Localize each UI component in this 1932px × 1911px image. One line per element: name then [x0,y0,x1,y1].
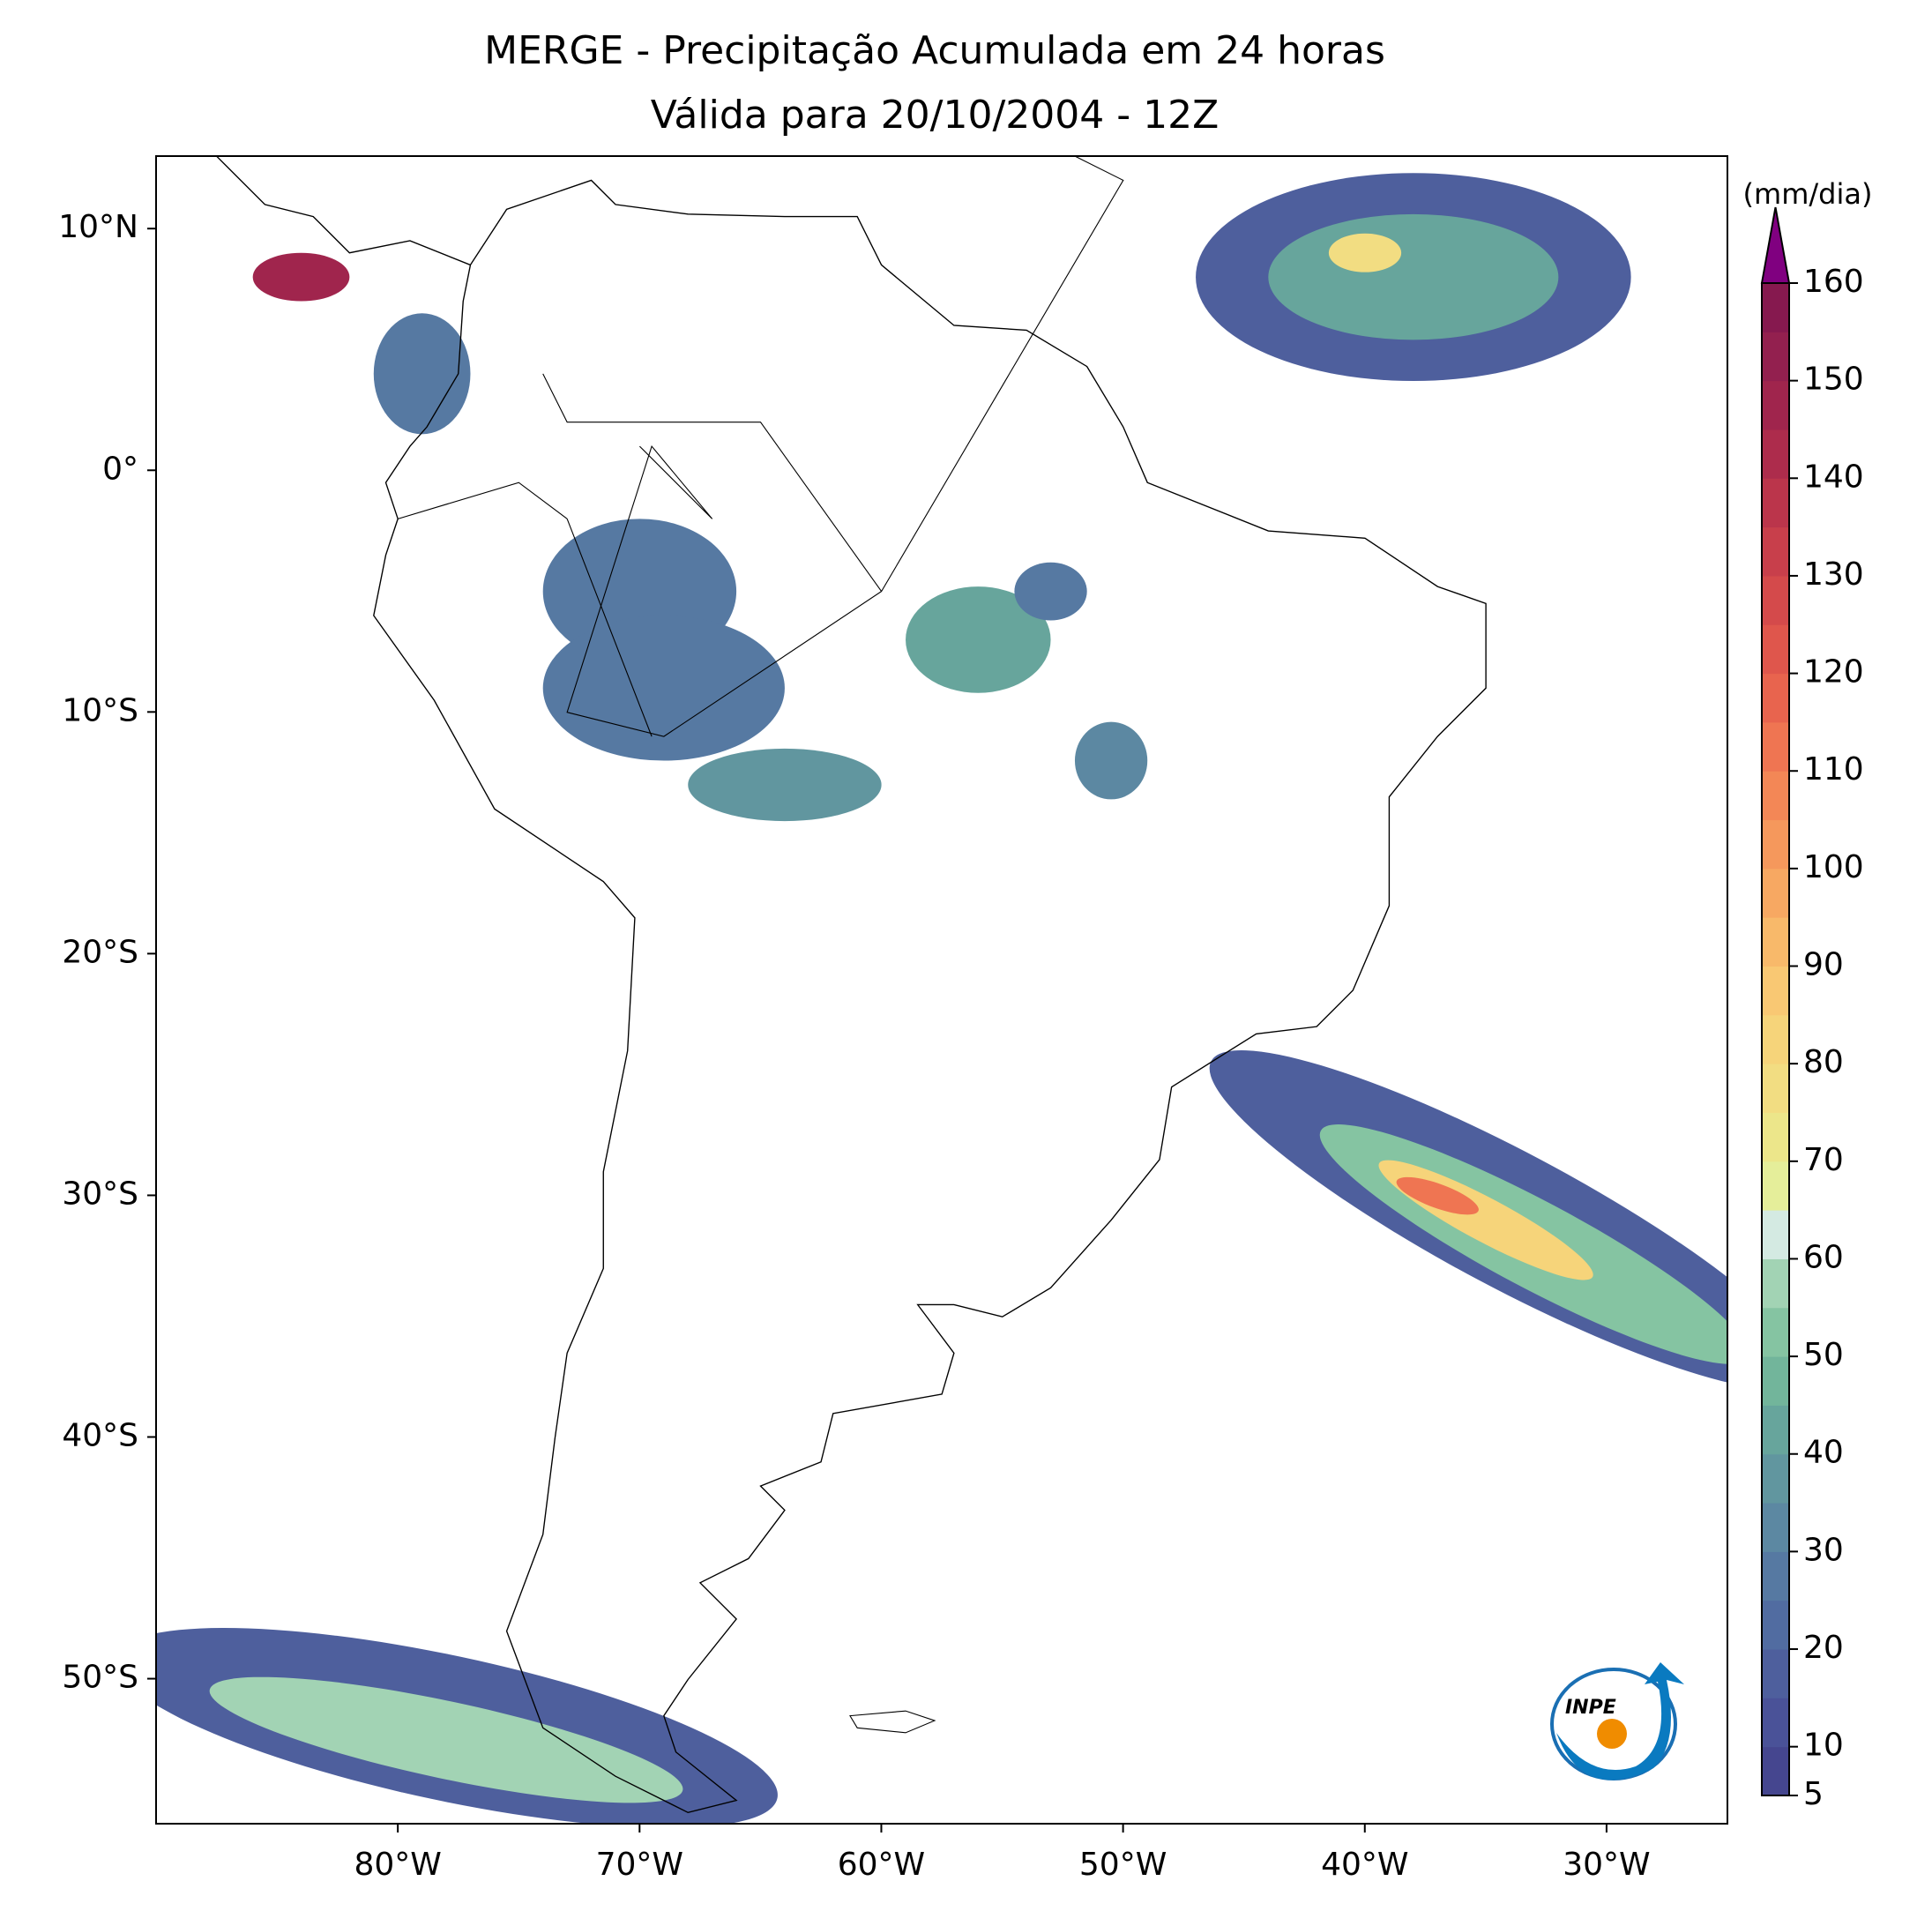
x-tick-label: 40°W [1321,1847,1408,1883]
colorbar-band [1762,1307,1789,1357]
rain-area [1014,562,1087,621]
rain-area [688,748,882,822]
colorbar-tick-label: 110 [1803,751,1864,788]
precipitation [156,173,1727,1824]
colorbar-band [1762,283,1789,332]
colorbar-band [1762,526,1789,577]
colorbar-tick-label: 120 [1803,654,1864,690]
colorbar-tick-label: 40 [1803,1435,1844,1471]
colorbar-band [1762,1210,1789,1259]
rain-area [1268,213,1559,340]
colorbar-band [1762,771,1789,821]
colorbar-band [1762,1551,1789,1601]
colorbar-tick-label: 80 [1803,1044,1844,1080]
colorbar-band [1762,332,1789,382]
colorbar-band [1762,917,1789,967]
colorbar-tick-label: 50 [1803,1337,1844,1373]
x-tick-label: 50°W [1079,1847,1167,1883]
colorbar-band [1762,1453,1789,1504]
rain-area [542,616,785,761]
colorbar-band [1762,478,1789,528]
x-tick-label: 70°W [596,1847,683,1883]
colorbar-band [1762,1600,1789,1650]
colorbar-tick-label: 90 [1803,947,1844,983]
rain-area [209,1676,683,1803]
colorbar-band [1762,819,1789,870]
rain-area [373,313,471,435]
logo-dot [1597,1719,1627,1749]
country-borders [398,156,1124,737]
coastline [214,156,1487,1814]
colorbar-band [1762,1405,1789,1455]
colorbar-extend [1760,206,1791,284]
logo: INPE [1550,1662,1684,1780]
rain-area [1396,1176,1479,1215]
colorbar-tick-label: 140 [1803,459,1864,495]
y-tick-label: 50°S [62,1660,138,1696]
colorbar-band [1762,1064,1789,1113]
rain-area [1328,233,1402,272]
plot-frame [155,155,1728,1825]
map-layer [156,156,1727,1824]
logo-text: INPE [1565,1697,1616,1719]
colorbar-tick-label: 70 [1803,1142,1844,1178]
colorbar-band [1762,1161,1789,1211]
chart-title: MERGE - Precipitação Acumulada em 24 hor… [484,28,1385,73]
colorbar-frame [1761,282,1790,1796]
colorbar-band [1762,1014,1789,1064]
colorbar-band [1762,868,1789,918]
colorbar-tick-label: 30 [1803,1532,1844,1568]
rain-area [252,252,350,302]
map-area [156,156,1727,1824]
y-tick-label: 10°S [62,692,138,728]
colorbar-tick-label: 5 [1803,1776,1824,1812]
colorbar-tick-label: 10 [1803,1728,1844,1764]
y-tick-label: 40°S [62,1418,138,1454]
colorbar-band [1762,1698,1789,1748]
colorbar-band [1762,1112,1789,1162]
colorbar-band [1762,1503,1789,1552]
y-tick-label: 20°S [62,934,138,970]
colorbar-band [1762,1356,1789,1406]
colorbar-band [1762,721,1789,772]
y-tick-label: 30°S [62,1176,138,1212]
colorbar-band [1762,1746,1789,1796]
colorbar-tick-label: 20 [1803,1630,1844,1666]
colorbar-band [1762,966,1789,1016]
x-tick-label: 30°W [1563,1847,1650,1883]
colorbar-band [1762,1649,1789,1698]
logo-arrow [1556,1662,1684,1780]
colorbar-tick-label: 130 [1803,556,1864,593]
x-tick-label: 80°W [354,1847,441,1883]
rain-area [1074,721,1148,800]
colorbar-band [1762,624,1789,675]
colorbar-label: (mm/dia) [1743,177,1873,211]
y-tick-label: 10°N [58,209,138,245]
y-tick-label: 0° [102,451,138,487]
colorbar-band [1762,673,1789,723]
colorbar-tick-label: 60 [1803,1239,1844,1275]
falklands [849,1710,936,1734]
colorbar-band [1762,429,1789,479]
colorbar-band [1762,1258,1789,1309]
rain-area [906,586,1051,693]
colorbar-tick-label: 150 [1803,362,1864,398]
colorbar-band [1762,575,1789,625]
colorbar-tick-label: 160 [1803,264,1864,300]
colorbar-band [1762,380,1789,430]
x-tick-label: 60°W [838,1847,925,1883]
chart-subtitle: Válida para 20/10/2004 - 12Z [651,93,1220,138]
colorbar-tick-label: 100 [1803,849,1864,885]
